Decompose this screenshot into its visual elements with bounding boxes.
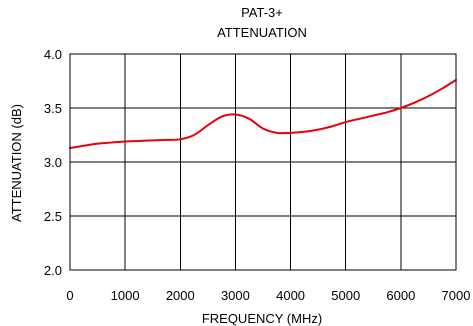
x-tick-label: 2000 — [166, 288, 195, 303]
y-tick-label: 3.0 — [44, 155, 62, 170]
y-tick-label: 3.5 — [44, 101, 62, 116]
x-tick-label: 5000 — [331, 288, 360, 303]
x-tick-label: 7000 — [442, 288, 471, 303]
x-tick-label: 3000 — [221, 288, 250, 303]
x-tick-label: 0 — [66, 288, 73, 303]
x-tick-label: 6000 — [386, 288, 415, 303]
x-axis-label: FREQUENCY (MHz) — [202, 311, 322, 326]
series-layer — [69, 78, 457, 149]
y-tick-label: 2.0 — [44, 263, 62, 278]
x-tick-label: 4000 — [276, 288, 305, 303]
attenuation-series-line — [69, 78, 457, 149]
y-tick-label: 2.5 — [44, 209, 62, 224]
grid-lines — [69, 53, 457, 271]
plot-area-frame — [69, 53, 457, 271]
y-tick-labels: 2.0 2.5 3.0 3.5 4.0 — [44, 47, 62, 278]
x-tick-labels: 0 1000 2000 3000 4000 5000 6000 7000 — [66, 288, 470, 303]
chart-title: PAT-3+ — [241, 5, 283, 20]
x-tick-label: 1000 — [111, 288, 140, 303]
chart-subtitle: ATTENUATION — [217, 25, 307, 40]
y-axis-label: ATTENUATION (dB) — [9, 104, 24, 222]
y-tick-label: 4.0 — [44, 47, 62, 62]
